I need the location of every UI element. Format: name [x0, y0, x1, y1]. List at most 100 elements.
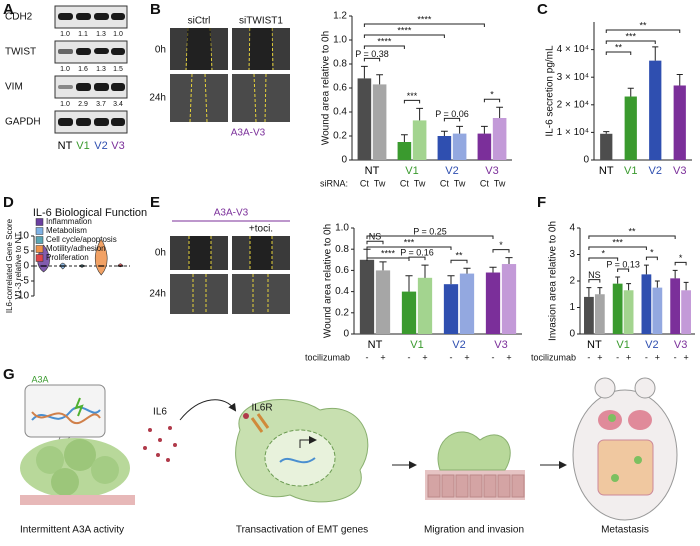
- image-header: A3A-V3: [214, 208, 249, 219]
- bar: [584, 296, 594, 334]
- y-tick-label: 0.4: [333, 107, 347, 118]
- y-tick-label: 1.0: [335, 223, 349, 234]
- subgroup-title: tocilizumab: [531, 352, 576, 362]
- bar: [372, 84, 387, 160]
- protein-label: TWIST: [5, 47, 36, 58]
- bar: [501, 264, 517, 334]
- significance-bracket: [483, 98, 501, 103]
- blot-bands: [58, 13, 125, 126]
- significance-bracket: [366, 246, 452, 250]
- image-column-label: siTWIST1: [239, 16, 283, 27]
- error-bar: [405, 275, 413, 292]
- image-column-label: siCtrl: [188, 16, 211, 27]
- chart-title: IL-6 Biological Function: [33, 207, 147, 219]
- bar: [357, 78, 372, 160]
- x-tick-label: V1: [405, 165, 418, 177]
- bar: [681, 290, 691, 334]
- y-tick-label: 3: [569, 249, 575, 260]
- panel-label: C: [537, 1, 548, 18]
- significance-label: ***: [404, 237, 415, 247]
- error-bar: [447, 275, 455, 285]
- subgroup-label: Tw: [494, 178, 506, 188]
- significance-bracket: [645, 256, 658, 261]
- image-row-label: 0h: [155, 248, 166, 259]
- legend-swatch: [35, 254, 44, 262]
- significance-bracket: [363, 45, 405, 49]
- image-row-label: 0h: [155, 45, 166, 56]
- bar: [412, 120, 427, 160]
- subgroup-label: -: [366, 352, 369, 362]
- x-tick-label: NT: [599, 165, 614, 177]
- significance-bracket: [605, 51, 632, 55]
- subgroup-label: Tw: [454, 178, 466, 188]
- error-bar: [505, 257, 513, 265]
- subgroup-label: -: [492, 352, 495, 362]
- lane-label: V2: [94, 140, 107, 152]
- lane-label: V1: [76, 140, 89, 152]
- micrograph: [232, 74, 290, 122]
- panel-label: A: [3, 1, 14, 18]
- image-column-label: +toci.: [249, 224, 273, 235]
- error-bar: [586, 287, 592, 297]
- y-tick-label: 10: [18, 231, 30, 242]
- error-bar: [627, 87, 634, 97]
- bar: [397, 142, 412, 160]
- significance-label: P = 0.16: [400, 247, 434, 257]
- y-axis-label: Wound area relative to 0h: [321, 31, 332, 145]
- y-tick-label: 0.8: [335, 244, 349, 255]
- bar: [612, 283, 623, 334]
- error-bar: [626, 283, 632, 291]
- schematic-step: Metastasis: [601, 525, 649, 536]
- significance-label: P = 0.38: [355, 49, 389, 59]
- x-tick-label: V2: [452, 339, 465, 351]
- panel-label: E: [150, 194, 160, 211]
- error-bar: [615, 276, 621, 284]
- x-tick-label: V1: [410, 339, 423, 351]
- y-tick-label: 0.8: [333, 59, 347, 70]
- subgroup-label: Ct: [400, 178, 409, 188]
- bar: [437, 136, 452, 160]
- schematic-label: IL6: [153, 407, 167, 418]
- bar: [452, 133, 467, 160]
- error-bar: [400, 134, 408, 142]
- image-row-label: 24h: [149, 289, 166, 300]
- subgroup-label: +: [626, 352, 631, 362]
- significance-bracket: [674, 261, 687, 266]
- y-tick-label: 4 × 10⁴: [557, 44, 589, 55]
- error-bar: [376, 74, 384, 85]
- blot-quantification: 1.3: [96, 66, 106, 73]
- significance-label: ***: [612, 237, 623, 247]
- wound-images: [170, 220, 290, 314]
- significance-bracket: [605, 29, 681, 33]
- significance-label: P = 0.25: [413, 226, 447, 236]
- subgroup-label: +: [422, 352, 427, 362]
- error-bar: [683, 281, 689, 291]
- significance-label: NS: [588, 270, 601, 280]
- subgroup-label: Ct: [440, 178, 449, 188]
- error-bar: [597, 287, 603, 295]
- micrograph: [232, 274, 290, 314]
- error-bar: [643, 264, 649, 275]
- legend-label: Motility/adhesion: [46, 244, 106, 253]
- subgroup-label: Tw: [374, 178, 386, 188]
- significance-label: *: [490, 90, 494, 100]
- y-axis-label: Invasion area relative to 0h: [548, 221, 559, 341]
- significance-bracket: [588, 257, 619, 261]
- blot-quantification: 1.5: [113, 66, 123, 73]
- error-bar: [360, 65, 368, 79]
- y-tick-label: 2 × 10⁴: [557, 99, 589, 110]
- x-tick-label: NT: [365, 165, 380, 177]
- significance-label: NS: [369, 232, 382, 242]
- y-tick-label: 0.6: [335, 265, 349, 276]
- y-tick-label: -10: [15, 291, 30, 302]
- bar: [477, 133, 492, 160]
- significance-bracket: [403, 99, 421, 104]
- x-tick-label: NT: [587, 339, 602, 351]
- subgroup-label: -: [587, 352, 590, 362]
- blot-quantification: 1.0: [60, 101, 70, 108]
- y-tick-label: 1.0: [333, 35, 347, 46]
- bar: [670, 278, 681, 334]
- bar: [485, 272, 501, 334]
